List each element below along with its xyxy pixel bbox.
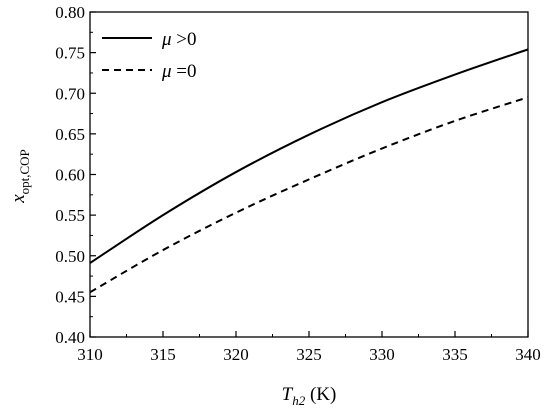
y-tick-label: 0.50 [55, 247, 85, 266]
y-tick-label: 0.55 [55, 206, 85, 225]
x-axis-label-main: T [282, 384, 294, 405]
y-tick-label: 0.65 [55, 125, 85, 144]
y-axis-label-sub: opt,COP [17, 149, 32, 194]
y-tick-label: 0.75 [55, 44, 85, 63]
legend-relation-1: =0 [172, 61, 197, 82]
x-tick-label: 340 [515, 345, 541, 364]
x-axis-label: Th2 (K) [282, 384, 337, 408]
y-axis-label: xopt,COP [8, 149, 32, 204]
legend-label-1: μ =0 [161, 61, 197, 82]
x-axis-label-sub: h2 [292, 393, 306, 408]
x-tick-label: 320 [223, 345, 249, 364]
tick-labels: 310 315 320 325 330 335 340 0.40 0.45 0.50 0.55 0.6… [55, 3, 541, 364]
series-line-1 [89, 96, 529, 294]
ticks [89, 11, 529, 338]
plot-area [89, 11, 529, 338]
y-axis-label-main: x [8, 194, 29, 204]
x-tick-label: 330 [369, 345, 395, 364]
legend-symbol-1: μ [161, 61, 172, 82]
series-line-0 [89, 48, 529, 264]
x-tick-label: 335 [442, 345, 468, 364]
y-tick-label: 0.40 [55, 328, 85, 347]
x-axis-label-unit: (K) [305, 384, 336, 405]
x-tick-label: 325 [296, 345, 322, 364]
x-tick-label: 310 [77, 345, 103, 364]
series-lines [89, 48, 529, 294]
legend-symbol-0: μ [161, 29, 172, 50]
legend-label-0: μ >0 [161, 29, 197, 50]
x-tick-label: 315 [150, 345, 176, 364]
legend-relation-0: >0 [172, 29, 197, 50]
y-tick-label: 0.60 [55, 166, 85, 185]
y-tick-label: 0.45 [55, 287, 85, 306]
legend: μ >0μ =0 [102, 29, 197, 82]
y-tick-label: 0.70 [55, 84, 85, 103]
y-tick-label: 0.80 [55, 3, 85, 22]
